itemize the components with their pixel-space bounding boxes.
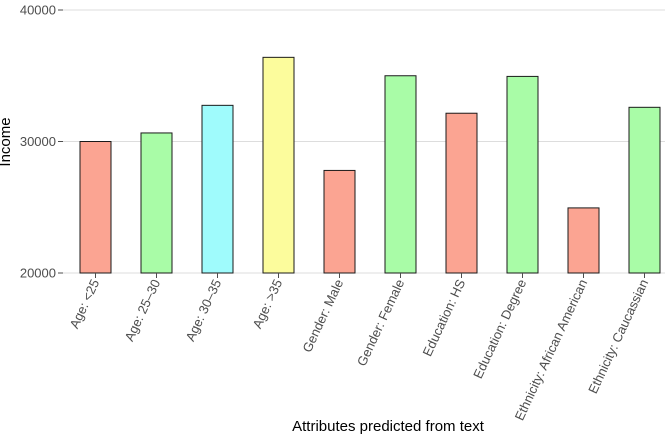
y-tick-label: 40000 <box>20 3 56 18</box>
x-tick-label: Ethnicity: African American <box>512 277 591 423</box>
bar <box>262 56 295 274</box>
y-tick-label: 30000 <box>20 134 56 149</box>
bar <box>445 112 478 274</box>
x-tick-label: Age: <25 <box>66 277 102 331</box>
bar <box>567 207 600 274</box>
x-axis-ticks: Age: <25 Age: 25–30 Age: 30–35 Age: >35 Gend… <box>66 273 651 423</box>
bar <box>384 75 417 274</box>
y-axis-ticks: 20000 30000 40000 <box>20 3 63 281</box>
x-tick-label: Ethnicity: Caucassian <box>585 277 651 396</box>
x-tick-label: Age: >35 <box>249 277 285 331</box>
x-tick-label: Gender: Female <box>354 277 407 368</box>
x-tick-label: Age: 30–35 <box>183 277 225 344</box>
x-tick-label: Education: HS <box>420 277 469 359</box>
bar <box>323 169 356 274</box>
bar <box>628 106 661 274</box>
y-tick-label: 20000 <box>20 266 56 281</box>
x-tick-label: Education: Degree <box>470 277 529 381</box>
bar <box>140 132 173 274</box>
x-axis-title: Attributes predicted from text <box>292 418 485 435</box>
bar <box>506 75 539 274</box>
bar <box>201 104 234 274</box>
x-tick-label: Age: 25–30 <box>122 277 164 344</box>
y-axis-title: Income <box>0 117 14 166</box>
x-tick-label: Gender: Male <box>299 277 346 355</box>
bar <box>79 141 112 274</box>
bars <box>79 56 661 274</box>
